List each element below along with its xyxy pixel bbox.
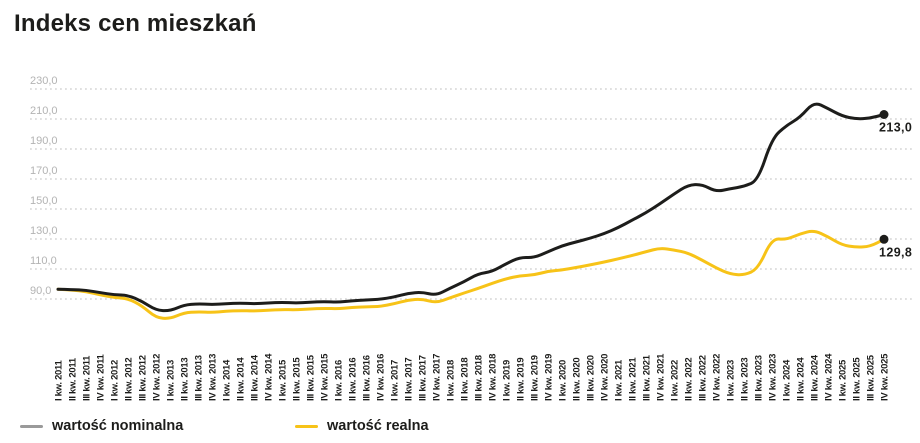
y-axis-tick-label: 90,0 xyxy=(30,285,51,297)
x-axis-tick-label: II kw. 2020 xyxy=(572,358,583,401)
y-axis-tick-label: 210,0 xyxy=(30,105,58,117)
x-axis-tick-label: I kw. 2021 xyxy=(614,359,625,401)
x-axis-tick-label: III kw. 2024 xyxy=(810,354,821,401)
x-axis-tick-label: IV kw. 2012 xyxy=(152,354,163,401)
x-axis-tick-label: II kw. 2016 xyxy=(348,358,359,401)
x-axis-tick-label: III kw. 2020 xyxy=(586,355,597,401)
x-axis-tick-label: IV kw. 2014 xyxy=(264,353,275,401)
nominal-end-value-label: 213,0 xyxy=(879,121,912,135)
legend-item-nominal: wartość nominalna xyxy=(20,418,183,434)
x-axis-tick-label: III kw. 2022 xyxy=(698,355,709,401)
x-axis-tick-label: IV kw. 2023 xyxy=(768,354,779,401)
x-axis-tick-label: II kw. 2022 xyxy=(684,358,695,401)
x-axis-tick-label: IV kw. 2016 xyxy=(376,354,387,401)
x-axis-tick-label: I kw. 2014 xyxy=(222,359,233,401)
x-axis-tick-label: II kw. 2019 xyxy=(516,358,527,401)
x-axis-tick-label: I kw. 2023 xyxy=(726,360,737,401)
x-axis-tick-label: II kw. 2014 xyxy=(236,357,247,401)
x-axis-tick-label: I kw. 2024 xyxy=(782,359,793,401)
x-axis-tick-label: III kw. 2017 xyxy=(418,355,429,401)
x-axis-tick-label: I kw. 2011 xyxy=(54,359,65,401)
x-axis-tick-label: II kw. 2013 xyxy=(180,358,191,401)
real-line-swatch-icon xyxy=(295,424,318,428)
x-axis-tick-label: I kw. 2015 xyxy=(278,359,289,401)
x-axis-tick-label: I kw. 2016 xyxy=(334,360,345,401)
x-axis-tick-label: I kw. 2025 xyxy=(838,359,849,401)
x-axis-tick-label: I kw. 2018 xyxy=(446,360,457,401)
x-axis-tick-label: IV kw. 2021 xyxy=(656,353,667,401)
y-axis-tick-label: 130,0 xyxy=(30,225,58,237)
x-axis-tick-label: III kw. 2013 xyxy=(194,355,205,401)
page-title: Indeks cen mieszkań xyxy=(14,10,257,37)
x-axis-tick-label: I kw. 2017 xyxy=(390,360,401,401)
nominal-series-line xyxy=(56,102,886,313)
x-axis-tick-label: II kw. 2011 xyxy=(68,357,79,401)
nominal-end-dot xyxy=(879,110,889,119)
x-axis-tick-label: III kw. 2014 xyxy=(250,354,261,401)
legend-label-nominal: wartość nominalna xyxy=(52,418,184,434)
x-axis-tick-label: IV kw. 2018 xyxy=(488,354,499,401)
x-axis-tick-label: II kw. 2024 xyxy=(796,357,807,401)
y-axis-tick-label: 170,0 xyxy=(30,165,58,177)
real-end-dot xyxy=(879,234,889,244)
real-end-value-label: 129,8 xyxy=(879,245,912,259)
x-axis-tick-label: IV kw. 2024 xyxy=(824,353,835,401)
nominal-line-swatch-icon xyxy=(20,424,43,428)
chart-legend: wartość nominalna wartość realna xyxy=(0,418,920,443)
x-axis-tick-label: IV kw. 2011 xyxy=(96,353,107,401)
y-axis-tick-label: 190,0 xyxy=(30,135,58,147)
x-axis-tick-label: III kw. 2021 xyxy=(642,354,653,401)
y-axis-tick-label: 230,0 xyxy=(30,75,58,87)
x-axis-tick-label: II kw. 2012 xyxy=(124,358,135,401)
x-axis-tick-label: IV kw. 2022 xyxy=(712,354,723,401)
x-axis-tick-label: IV kw. 2017 xyxy=(432,354,443,401)
x-axis-tick-label: II kw. 2023 xyxy=(740,358,751,401)
x-axis-tick-label: IV kw. 2020 xyxy=(600,354,611,401)
legend-item-real: wartość realna xyxy=(295,418,429,434)
legend-label-real: wartość realna xyxy=(327,418,429,434)
x-axis-tick-label: III kw. 2016 xyxy=(362,355,373,401)
x-axis-tick-label: II kw. 2018 xyxy=(460,358,471,401)
chart-canvas: 230,0 210,0 190,0 170,0 150,0 130,0 110,0 90,0 I… xyxy=(30,75,912,401)
x-axis-tick-label: I kw. 2012 xyxy=(110,360,121,401)
x-axis-tick-label: IV kw. 2025 xyxy=(880,353,891,401)
price-index-chart: 230,0 210,0 190,0 170,0 150,0 130,0 110,0 90,0 I… xyxy=(0,60,920,420)
x-axis-tick-label: II kw. 2017 xyxy=(404,358,415,401)
x-axis-tick-label: III kw. 2015 xyxy=(306,354,317,401)
x-axis-tick-label: III kw. 2011 xyxy=(82,355,93,401)
x-axis-tick-label: IV kw. 2019 xyxy=(544,354,555,401)
x-axis-tick-label: III kw. 2019 xyxy=(530,355,541,401)
x-axis-tick-label: I kw. 2019 xyxy=(502,360,513,401)
y-axis-tick-label: 110,0 xyxy=(30,255,57,267)
x-axis-tick-label: III kw. 2012 xyxy=(138,355,149,401)
x-axis-tick-label: IV kw. 2015 xyxy=(320,353,331,401)
real-series-line xyxy=(56,229,886,320)
y-axis-tick-label: 150,0 xyxy=(30,195,58,207)
x-axis-tick-label: IV kw. 2013 xyxy=(208,354,219,401)
x-axis-tick-label: II kw. 2025 xyxy=(852,357,863,401)
x-axis-tick-label: III kw. 2025 xyxy=(866,354,877,401)
x-axis-tick-label: III kw. 2023 xyxy=(754,355,765,401)
x-axis-tick-label: I kw. 2022 xyxy=(670,360,681,401)
x-axis-tick-label: I kw. 2013 xyxy=(166,360,177,401)
x-axis-tick-label: II kw. 2015 xyxy=(292,357,303,401)
x-axis-tick-label: I kw. 2020 xyxy=(558,360,569,401)
x-axis-tick-label: II kw. 2021 xyxy=(628,357,639,401)
x-axis-tick-label: III kw. 2018 xyxy=(474,355,485,401)
